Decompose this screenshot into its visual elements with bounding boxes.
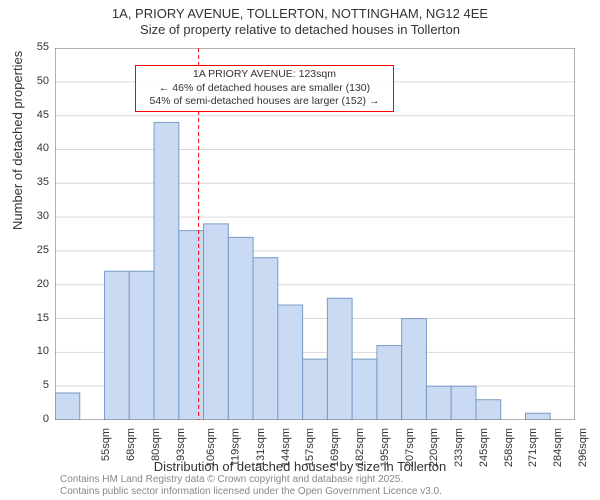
y-tick-label: 10 <box>19 345 49 357</box>
y-tick-label: 35 <box>19 176 49 188</box>
credit-line2: Contains public sector information licen… <box>60 486 442 498</box>
callout-line3: 54% of semi-detached houses are larger (… <box>142 95 387 109</box>
x-tick-label: 68sqm <box>125 428 137 461</box>
x-tick-label: 93sqm <box>175 428 187 461</box>
y-tick-label: 15 <box>19 312 49 324</box>
y-tick-label: 45 <box>19 109 49 121</box>
credit-block: Contains HM Land Registry data © Crown c… <box>60 474 442 498</box>
chart-title-main: 1A, PRIORY AVENUE, TOLLERTON, NOTTINGHAM… <box>0 6 600 22</box>
y-tick-label: 30 <box>19 210 49 222</box>
x-tick-label: 55sqm <box>100 428 112 461</box>
y-tick-label: 40 <box>19 142 49 154</box>
x-tick-label: 80sqm <box>150 428 162 461</box>
callout-line2: ← 46% of detached houses are smaller (13… <box>142 82 387 96</box>
chart-title-sub: Size of property relative to detached ho… <box>0 22 600 38</box>
y-tick-label: 25 <box>19 244 49 256</box>
y-tick-label: 50 <box>19 75 49 87</box>
chart-area: 0510152025303540455055 55sqm68sqm80sqm93… <box>55 48 575 420</box>
chart-title-block: 1A, PRIORY AVENUE, TOLLERTON, NOTTINGHAM… <box>0 0 600 39</box>
credit-line1: Contains HM Land Registry data © Crown c… <box>60 474 442 486</box>
y-tick-label: 0 <box>19 413 49 425</box>
y-tick-label: 5 <box>19 379 49 391</box>
y-tick-label: 20 <box>19 278 49 290</box>
callout-line1: 1A PRIORY AVENUE: 123sqm <box>142 68 387 82</box>
callout-box: 1A PRIORY AVENUE: 123sqm ← 46% of detach… <box>135 65 394 112</box>
y-tick-label: 55 <box>19 41 49 53</box>
x-axis-label: Distribution of detached houses by size … <box>0 459 600 474</box>
